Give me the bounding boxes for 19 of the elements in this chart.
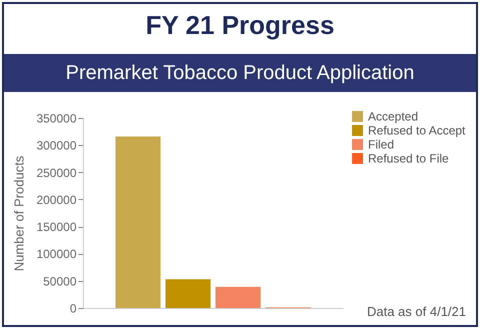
y-tick-label: 0	[70, 302, 77, 316]
bar	[116, 136, 160, 308]
legend-label: Accepted	[368, 110, 418, 124]
y-tick-label: 50000	[43, 274, 77, 288]
bar	[166, 279, 210, 308]
legend-label: Refused to File	[368, 152, 450, 166]
chart-subtitle: Premarket Tobacco Product Application	[4, 54, 476, 92]
legend-label: Refused to Accept	[368, 124, 466, 138]
bar	[216, 286, 260, 308]
y-tick-label: 300000	[36, 138, 77, 153]
legend-label: Filed	[368, 138, 394, 152]
y-tick-label: 100000	[36, 247, 77, 262]
y-tick-label: 350000	[36, 112, 77, 126]
y-tick-label: 250000	[36, 166, 77, 180]
chart-title: FY 21 Progress	[144, 10, 336, 41]
y-tick-label: 200000	[36, 192, 77, 207]
y-tick-label: 150000	[36, 220, 77, 234]
y-axis-title: Number of Products	[11, 155, 26, 272]
text: Data as of 4/1/21	[366, 304, 466, 319]
